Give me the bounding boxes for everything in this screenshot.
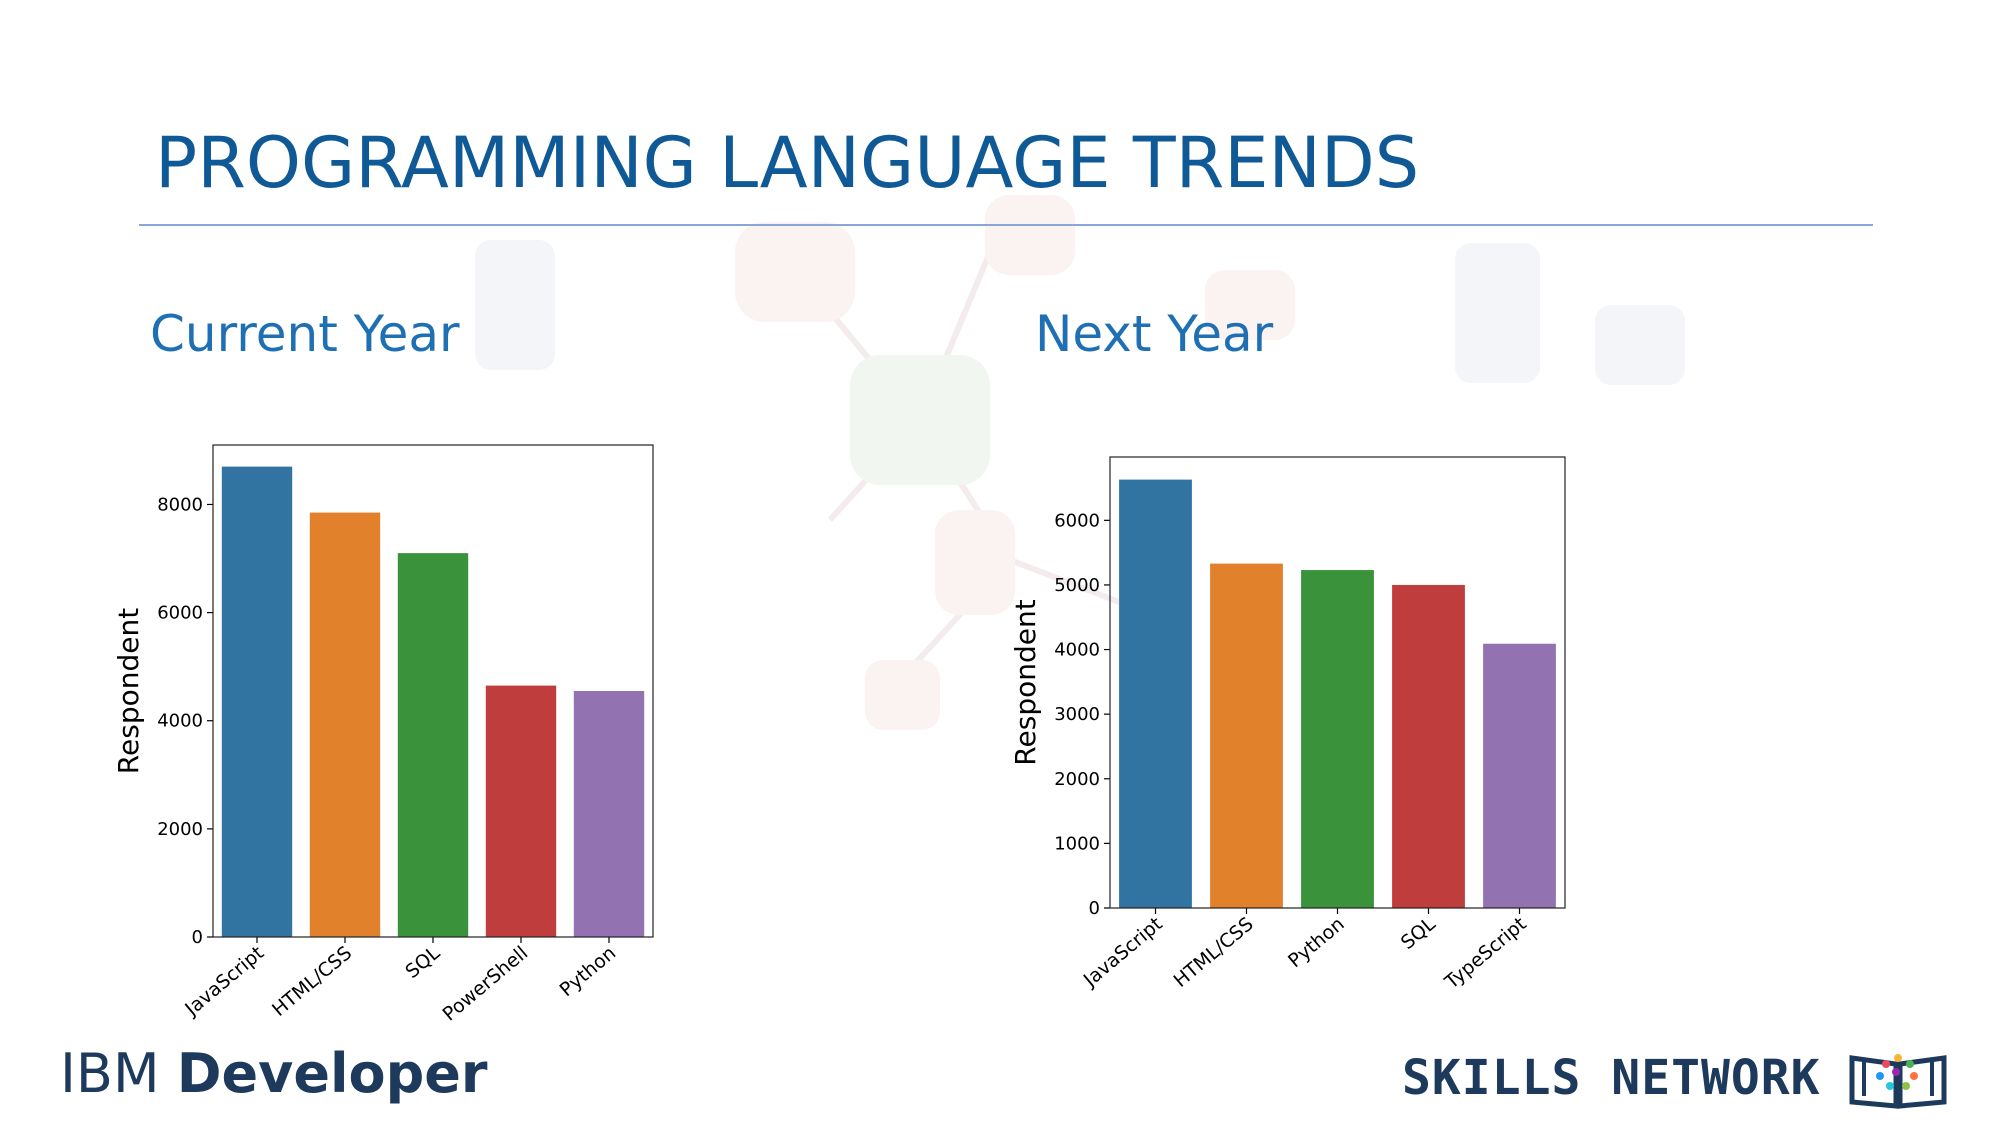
y-axis-label: Respondent bbox=[112, 608, 145, 774]
y-tick-label-0: 0 bbox=[1089, 898, 1100, 919]
x-tick-label-javascript: JavaScript bbox=[180, 942, 268, 1021]
x-tick-label-sql: SQL bbox=[1397, 913, 1440, 954]
slide-title: PROGRAMMING LANGUAGE TRENDS bbox=[155, 122, 1420, 204]
bar-typescript bbox=[1483, 643, 1556, 908]
subtitle-next-year: Next Year bbox=[1035, 305, 1274, 363]
plot-frame bbox=[1109, 456, 1566, 909]
subtitle-current-year: Current Year bbox=[150, 305, 460, 363]
bar-sql bbox=[1392, 584, 1465, 908]
y-tick-label-5000: 5000 bbox=[1054, 575, 1100, 596]
x-tick-label-html-css: HTML/CSS bbox=[1170, 913, 1258, 992]
y-tick-label-8000: 8000 bbox=[157, 494, 203, 515]
bar-sql bbox=[397, 553, 469, 937]
x-tick-label-python: Python bbox=[556, 942, 621, 1001]
bar-html-css bbox=[1210, 563, 1283, 908]
plot-frame bbox=[212, 444, 654, 938]
skills-network-logo-text: SKILLS NETWORK bbox=[1402, 1050, 1821, 1106]
title-divider bbox=[139, 224, 1873, 226]
y-tick-label-0: 0 bbox=[192, 927, 203, 948]
chart-next-year: JavaScript HTML/CSS Python SQL TypeScript 0 10… bbox=[1009, 456, 1566, 994]
bar-javascript bbox=[221, 466, 293, 937]
bar-python bbox=[1301, 570, 1374, 908]
bar-html-css bbox=[309, 512, 381, 937]
y-tick-label-2000: 2000 bbox=[1054, 769, 1100, 790]
y-tick-label-1000: 1000 bbox=[1054, 833, 1100, 854]
y-tick-label-2000: 2000 bbox=[157, 819, 203, 840]
y-tick-label-6000: 6000 bbox=[1054, 510, 1100, 531]
x-tick-label-sql: SQL bbox=[401, 942, 444, 983]
y-tick-label-4000: 4000 bbox=[1054, 640, 1100, 661]
y-tick-label-3000: 3000 bbox=[1054, 704, 1100, 725]
skills-network-book-icon bbox=[1849, 1054, 1947, 1109]
ibm-logo-text: IBM bbox=[60, 1042, 160, 1105]
bar-javascript bbox=[1119, 479, 1192, 908]
x-tick-label-powershell: PowerShell bbox=[439, 942, 533, 1026]
y-tick-label-4000: 4000 bbox=[157, 711, 203, 732]
bar-powershell bbox=[485, 685, 557, 937]
y-tick-label-6000: 6000 bbox=[157, 603, 203, 624]
x-tick-label-html-css: HTML/CSS bbox=[268, 942, 356, 1021]
bar-python bbox=[573, 691, 645, 937]
x-tick-label-python: Python bbox=[1284, 913, 1349, 972]
developer-logo-text: Developer bbox=[176, 1042, 488, 1105]
y-axis-label: Respondent bbox=[1009, 599, 1042, 765]
x-tick-label-javascript: JavaScript bbox=[1079, 913, 1167, 992]
x-tick-label-typescript: TypeScript bbox=[1440, 913, 1531, 994]
ibm-developer-logo: IBM Developer bbox=[60, 1042, 488, 1105]
